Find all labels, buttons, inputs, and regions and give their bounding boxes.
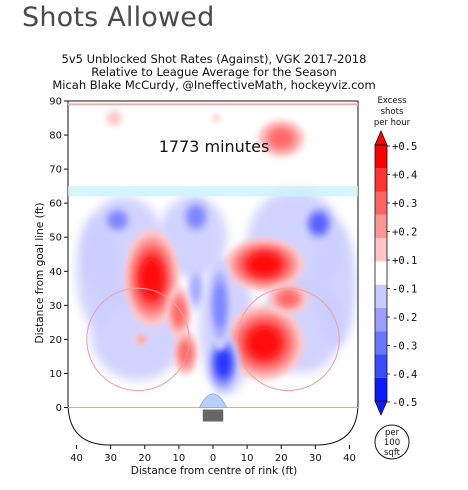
- heat-blob-5-2: [278, 291, 298, 307]
- colorbar-tick-label-2: +0.3: [392, 198, 417, 210]
- colorbar-segment-9: [375, 168, 387, 192]
- colorbar-label-line-2: shots: [381, 107, 404, 117]
- y-tick-label-0: 0: [56, 403, 62, 414]
- colorbar-segment-0: [375, 377, 387, 401]
- x-axis-label: Distance from centre of rink (ft): [131, 465, 298, 477]
- colorbar-segment-8: [375, 191, 387, 215]
- colorbar-tick-label-3: +0.2: [392, 227, 417, 239]
- colorbar-segment-1: [375, 354, 387, 378]
- heat-blob-6-2: [269, 129, 294, 148]
- heat-blob-14-3: [311, 215, 326, 232]
- colorbar-segment-6: [375, 238, 387, 262]
- colorbar-segment-4: [375, 284, 387, 308]
- colorbar-tick-label-0: +0.5: [392, 141, 417, 153]
- heat-base-7: [315, 223, 357, 347]
- colorbar-ticks: +0.5 +0.4 +0.3 +0.2 +0.1 -0.1 -0.2 -0.3 -0.4 -0.5: [387, 141, 417, 409]
- y-axis-label: Distance from goal line (ft): [34, 203, 46, 344]
- x-tick-label-7: 30: [309, 453, 322, 464]
- x-tick-label-1: 30: [104, 453, 117, 464]
- blue-line: [68, 186, 358, 197]
- heat-blob-13-2: [188, 207, 204, 227]
- x-tick-label-6: 20: [275, 453, 288, 464]
- faceoff-circle-right: [236, 287, 340, 392]
- heat-blob-7-0: [106, 110, 122, 126]
- colorbar-label-line-3: per hour: [374, 118, 411, 128]
- heat-blob-4-4: [248, 327, 280, 358]
- y-tick-label-2: 20: [49, 335, 62, 346]
- x-tick-label-5: 10: [241, 453, 254, 464]
- unit-line-3: sqft: [384, 448, 401, 458]
- colorbar-segment-2: [375, 331, 387, 355]
- heat-blob-10-4: [216, 351, 230, 376]
- colorbar-tick-label-4: +0.1: [392, 255, 417, 267]
- colorbar-tick-label-8: -0.4: [392, 369, 417, 381]
- colorbar-segment-7: [375, 214, 387, 239]
- goal-net: [202, 409, 224, 422]
- colorbar-cap-top: [374, 129, 388, 146]
- x-tick-label-8: 40: [343, 453, 356, 464]
- colorbar-segment-10: [375, 145, 387, 169]
- colorbar: Excess shots per hour +0.5+0.4+0.3+0.2+0…: [374, 96, 417, 460]
- heat-blob-3-4: [248, 253, 280, 275]
- faceoff-circle-left: [86, 287, 190, 392]
- heat-blob-0-4: [140, 258, 163, 298]
- y-tick-label-1: 10: [49, 369, 62, 380]
- y-tick-label-3: 30: [49, 301, 62, 312]
- heat-blob-8-1: [137, 335, 146, 343]
- colorbar-tick-label-7: -0.3: [392, 341, 417, 353]
- chart-title-line-1: 5v5 Unblocked Shot Rates (Against), VGK …: [62, 52, 367, 66]
- chart-title-line-3: Micah Blake McCurdy, @IneffectiveMath, h…: [52, 78, 375, 92]
- chart-title-line-2: Relative to League Average for the Seaso…: [91, 65, 337, 79]
- heat-blob-15-1: [191, 274, 201, 303]
- heatmap-layer: [76, 110, 357, 394]
- y-tick-label-5: 50: [49, 233, 62, 244]
- y-axis: 0 10 20 30 40 50 60 70 80 90: [49, 97, 68, 414]
- chart-title: 5v5 Unblocked Shot Rates (Against), VGK …: [52, 52, 375, 92]
- rink-markings: [67, 100, 359, 446]
- y-tick-label-4: 40: [49, 267, 62, 278]
- x-tick-label-4: 0: [210, 453, 216, 464]
- colorbar-cap-bottom: [374, 400, 388, 417]
- x-axis: 40 30 20 10 0 10 20 30 40: [70, 445, 356, 464]
- heat-blob-1-2: [172, 299, 185, 326]
- y-tick-label-9: 90: [49, 97, 62, 108]
- heat-blob-11-2: [213, 282, 226, 328]
- plot-area: 1773 minutes: [67, 100, 359, 446]
- unit-line-2: 100: [384, 438, 400, 448]
- unit-circle: [374, 424, 410, 460]
- y-tick-label-7: 70: [49, 165, 62, 176]
- crease: [198, 393, 228, 408]
- colorbar-segment-3: [375, 307, 387, 332]
- minutes-annotation: 1773 minutes: [159, 137, 270, 156]
- colorbar-tick-label-9: -0.5: [392, 397, 417, 409]
- x-tick-label-2: 20: [138, 453, 151, 464]
- colorbar-tick-label-1: +0.4: [392, 170, 417, 182]
- heat-blob-2-2: [179, 341, 192, 365]
- colorbar-scale: [374, 129, 388, 417]
- page-title: Shots Allowed: [22, 2, 215, 33]
- colorbar-label-line-1: Excess: [377, 96, 407, 106]
- heat-blob-9-0: [212, 114, 221, 122]
- y-tick-label-8: 80: [49, 131, 62, 142]
- colorbar-tick-label-5: -0.1: [392, 284, 417, 296]
- rink-boards: [67, 100, 359, 446]
- colorbar-frame: [374, 144, 388, 402]
- y-tick-label-6: 60: [49, 199, 62, 210]
- unit-line-1: per: [385, 428, 400, 438]
- colorbar-segment-5: [375, 261, 387, 285]
- colorbar-tick-label-6: -0.2: [392, 312, 417, 324]
- x-tick-label-0: 40: [70, 453, 83, 464]
- x-tick-label-3: 10: [173, 453, 186, 464]
- heat-blob-12-2: [109, 212, 126, 228]
